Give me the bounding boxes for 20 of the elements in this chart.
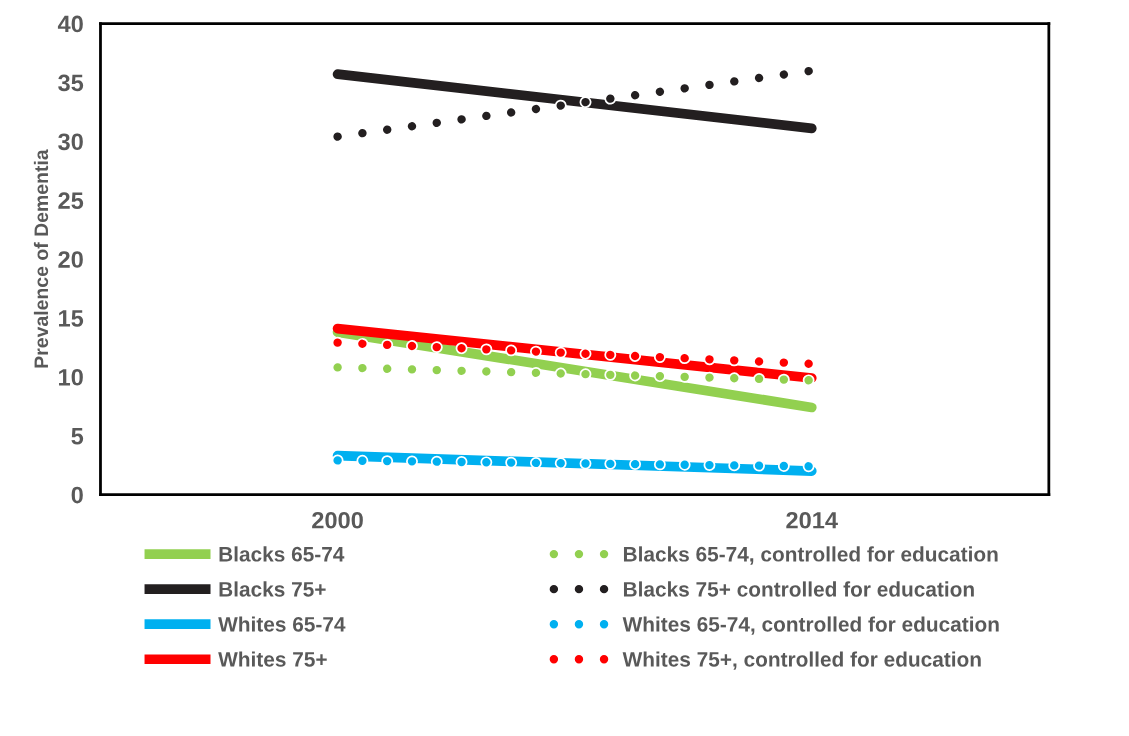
y-tick-label: 25: [58, 192, 84, 209]
y-axis-title: Prevalence of Dementia: [33, 149, 49, 368]
legend-label: Whites 65-74: [218, 616, 346, 632]
x-tick-label: 2000: [312, 511, 363, 529]
legend-label: Whites 75+: [218, 651, 327, 667]
legend-label: Whites 75+, controlled for education: [622, 651, 981, 670]
y-tick-label: 15: [59, 310, 84, 327]
y-tick-label: 0: [71, 486, 83, 504]
legend-label: Blacks 65-74, controlled for education: [623, 546, 998, 565]
y-tick-label: 10: [59, 368, 83, 386]
y-tick-label: 30: [58, 133, 83, 151]
legend-label: Whites 65-74, controlled for education: [622, 616, 999, 635]
y-tick-label: 40: [57, 15, 83, 33]
legend-label: Blacks 65-74: [219, 546, 345, 562]
legend-label: Blacks 75+ controlled for education: [623, 581, 974, 597]
y-tick-label: 20: [58, 251, 83, 268]
y-tick-label: 35: [58, 74, 84, 92]
x-tick-label: 2014: [786, 511, 838, 529]
y-tick-label: 5: [71, 428, 84, 445]
legend-label: Blacks 75+: [219, 581, 326, 597]
